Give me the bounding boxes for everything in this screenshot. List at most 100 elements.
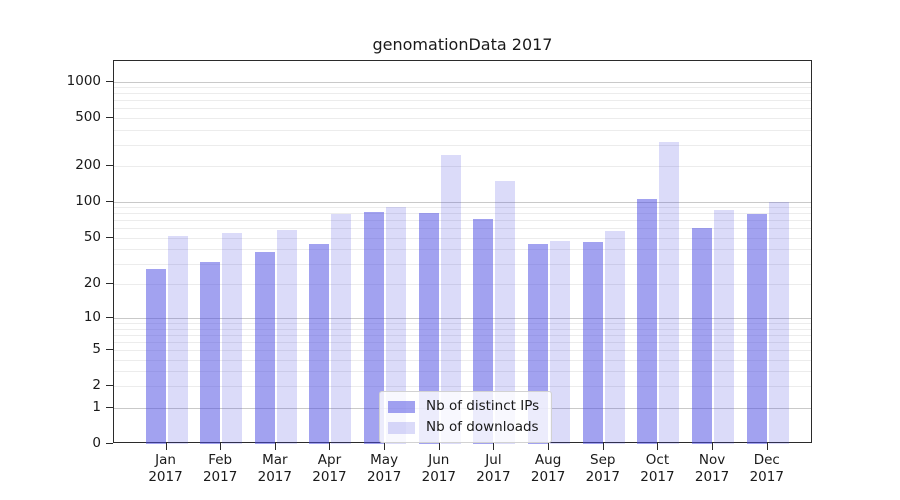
x-tick-label: Mar 2017	[257, 452, 292, 485]
x-tick-label: Dec 2017	[749, 452, 784, 485]
x-tick-mark	[220, 443, 221, 450]
bar-distinct-ips-jun	[418, 213, 439, 444]
bar-downloads-sep	[604, 230, 625, 444]
gridline-minor	[114, 371, 811, 373]
y-tick-label: 1	[92, 398, 101, 415]
y-tick-label: 200	[75, 156, 101, 173]
gridline-minor	[114, 207, 811, 209]
legend-item-distinct-ips: Nb of distinct IPs	[388, 399, 539, 414]
gridline-minor	[114, 237, 811, 239]
gridline-minor	[114, 386, 811, 388]
gridline-major	[114, 318, 811, 320]
gridline-minor	[114, 165, 811, 167]
x-tick-mark	[384, 443, 385, 450]
y-tick-label: 20	[83, 275, 101, 292]
y-tick-label: 5	[92, 340, 101, 357]
bar-distinct-ips-feb	[200, 262, 221, 444]
bar-downloads-apr	[331, 214, 352, 444]
y-tick-mark	[106, 165, 113, 166]
y-tick-label: 10	[83, 309, 101, 326]
x-tick-mark	[275, 443, 276, 450]
chart-title: genomationData 2017	[372, 35, 553, 54]
y-tick-mark	[106, 407, 113, 408]
x-tick-mark	[329, 443, 330, 450]
gridline-minor	[114, 334, 811, 336]
bar-distinct-ips-may	[364, 211, 385, 444]
x-tick-mark	[493, 443, 494, 450]
gridline-minor	[114, 249, 811, 251]
bar-distinct-ips-nov	[692, 228, 713, 444]
legend-item-downloads: Nb of downloads	[388, 420, 539, 435]
y-tick-label: 1000	[66, 72, 101, 89]
y-tick-mark	[106, 443, 113, 444]
gridline-minor	[114, 341, 811, 343]
x-tick-mark	[603, 443, 604, 450]
legend-label-distinct-ips: Nb of distinct IPs	[426, 398, 540, 414]
y-tick-mark	[106, 201, 113, 202]
y-tick-mark	[106, 237, 113, 238]
bar-downloads-feb	[222, 232, 243, 444]
x-tick-label: Aug 2017	[530, 452, 566, 485]
x-tick-mark	[712, 443, 713, 450]
gridline-minor	[114, 349, 811, 351]
bar-downloads-oct	[659, 142, 680, 444]
legend-label-downloads: Nb of downloads	[426, 419, 539, 435]
y-tick-label: 0	[92, 435, 101, 451]
bar-distinct-ips-dec	[746, 214, 767, 444]
plot-area: Nb of distinct IPs Nb of downloads	[113, 60, 812, 444]
legend-swatch-downloads	[388, 421, 415, 434]
x-tick-mark	[548, 443, 549, 450]
bar-distinct-ips-jan	[145, 269, 166, 444]
bar-downloads-jun	[440, 155, 461, 444]
x-tick-mark	[657, 443, 658, 450]
bar-downloads-mar	[276, 230, 297, 444]
x-tick-mark	[767, 443, 768, 450]
bar-distinct-ips-sep	[582, 242, 603, 444]
gridline-minor	[114, 220, 811, 222]
x-tick-label: Jan 2017	[148, 452, 183, 485]
x-tick-label: Sep 2017	[585, 452, 620, 485]
bar-distinct-ips-apr	[309, 244, 330, 444]
bar-downloads-jan	[167, 235, 188, 444]
x-tick-label: Oct 2017	[640, 452, 675, 485]
y-tick-mark	[106, 283, 113, 284]
bar-distinct-ips-oct	[637, 198, 658, 444]
y-tick-mark	[106, 349, 113, 350]
gridline-minor	[114, 117, 811, 119]
y-tick-label: 500	[75, 108, 101, 125]
y-tick-label: 2	[92, 377, 101, 394]
x-tick-label: Jul 2017	[476, 452, 511, 485]
gridline-minor	[114, 323, 811, 325]
x-tick-label: Nov 2017	[694, 452, 730, 485]
gridline-minor	[114, 213, 811, 215]
y-tick-mark	[106, 317, 113, 318]
gridline-major	[114, 81, 811, 83]
gridline-minor	[114, 108, 811, 110]
bar-distinct-ips-jul	[473, 218, 494, 444]
x-tick-mark	[166, 443, 167, 450]
bar-downloads-jul	[495, 180, 516, 444]
legend: Nb of distinct IPs Nb of downloads	[379, 391, 553, 443]
y-tick-label: 100	[75, 192, 101, 209]
x-tick-label: May 2017	[366, 452, 402, 485]
x-tick-mark	[439, 443, 440, 450]
y-tick-mark	[106, 117, 113, 118]
gridline-minor	[114, 284, 811, 286]
gridline-minor	[114, 144, 811, 146]
gridline-minor	[114, 93, 811, 95]
legend-swatch-distinct-ips	[388, 400, 415, 413]
gridline-major	[114, 201, 811, 203]
gridline-minor	[114, 228, 811, 230]
y-tick-label: 50	[83, 228, 101, 245]
x-tick-label: Apr 2017	[312, 452, 347, 485]
gridline-minor	[114, 328, 811, 330]
bar-downloads-aug	[550, 240, 571, 444]
bar-distinct-ips-mar	[254, 251, 275, 444]
x-tick-label: Feb 2017	[202, 452, 238, 485]
gridline-minor	[114, 359, 811, 361]
y-tick-mark	[106, 81, 113, 82]
gridline-minor	[114, 263, 811, 265]
x-tick-label: Jun 2017	[421, 452, 456, 485]
y-tick-mark	[106, 385, 113, 386]
gridline-minor	[114, 87, 811, 89]
